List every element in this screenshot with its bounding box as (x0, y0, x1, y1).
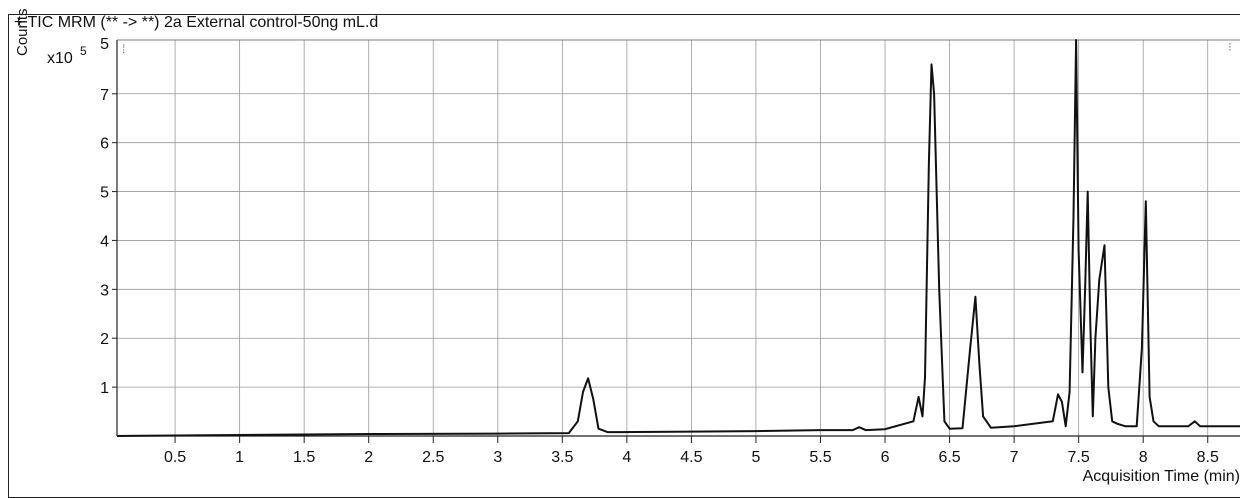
y-tick-label: 3 (100, 282, 109, 299)
y-tick-label: 4 (100, 233, 109, 250)
x-tick-label: 5 (751, 449, 760, 466)
y-tick-label: 2 (100, 331, 109, 348)
chart-title: + TIC MRM (** -> **) 2a External control… (14, 14, 379, 31)
x-tick-label: 5.5 (809, 449, 831, 466)
x-tick-label: 7 (1010, 449, 1019, 466)
y-multiplier-exponent: 5 (80, 44, 87, 58)
x-tick-label: 3.5 (551, 449, 573, 466)
y-tick-label: 7 (100, 87, 109, 104)
x-tick-label: 8.5 (1197, 449, 1219, 466)
x-tick-label: 6 (881, 449, 890, 466)
y-tick-label: 5 (100, 185, 109, 202)
x-tick-label: 4 (622, 449, 631, 466)
y-tick-label: 5 (100, 36, 109, 53)
x-tick-label: 6.5 (938, 449, 960, 466)
x-tick-label: 7.5 (1068, 449, 1090, 466)
tic-trace-line (116, 39, 1240, 437)
y-tick-label: 1 (100, 380, 109, 397)
x-tick-label: 0.5 (164, 449, 186, 466)
corner-marker-icon: ⁝ (1228, 40, 1232, 54)
x-axis-label: Acquisition Time (min) (1082, 468, 1240, 485)
y-multiplier-base: x10 (47, 50, 73, 67)
x-tick-label: 2 (364, 449, 373, 466)
y-tick-label: 6 (100, 136, 109, 153)
x-tick-label: 2.5 (422, 449, 444, 466)
x-tick-label: 8 (1139, 449, 1148, 466)
x-tick-label: 4.5 (680, 449, 702, 466)
x-tick-label: 1 (235, 449, 244, 466)
x-tick-label: 1.5 (293, 449, 315, 466)
x-tick-label: 3 (493, 449, 502, 466)
axis-scroll-marker-icon: ⁞ (122, 42, 126, 56)
